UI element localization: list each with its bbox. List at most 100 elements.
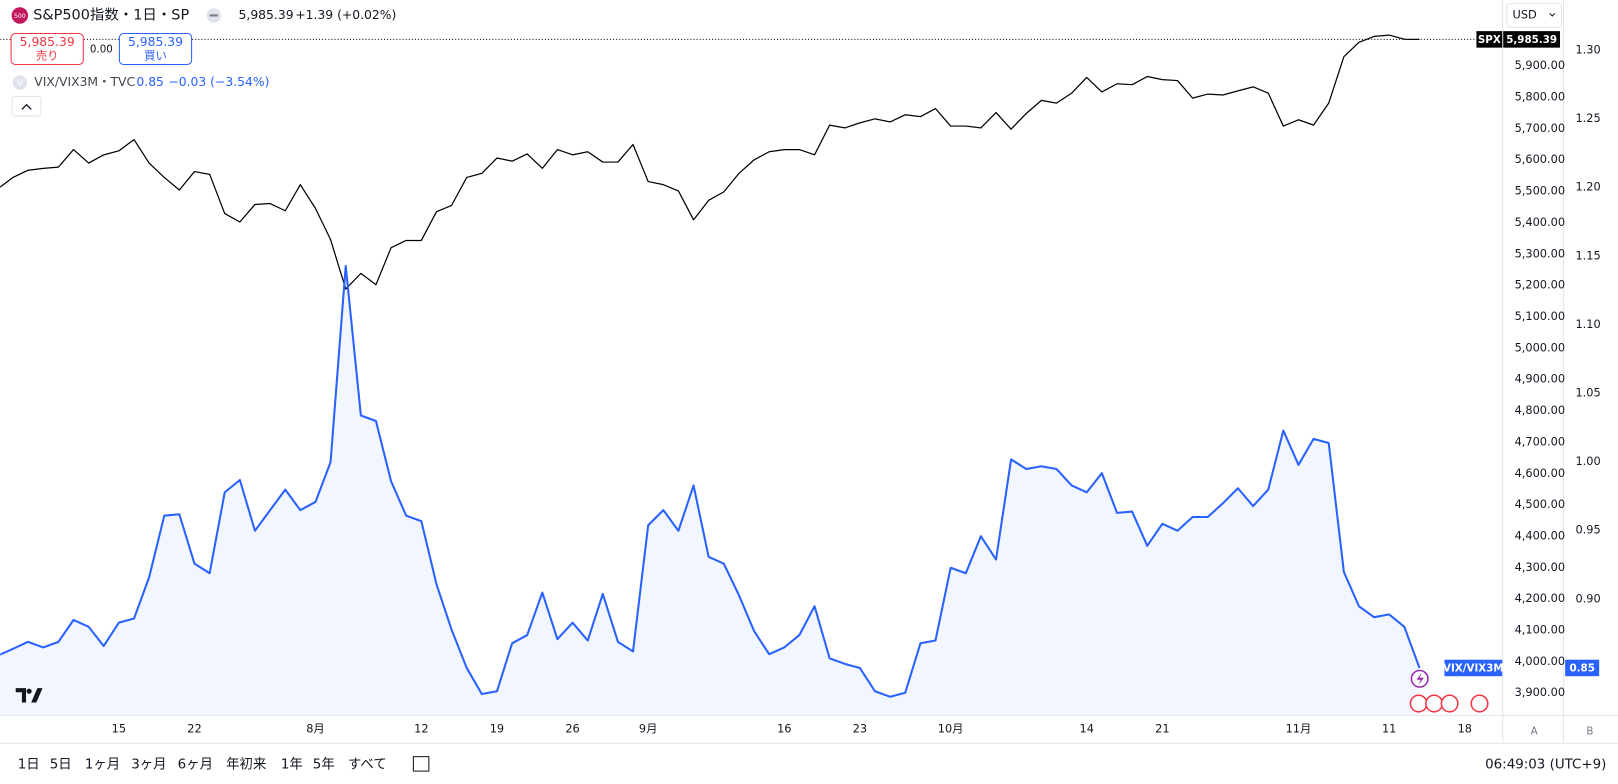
range-button[interactable]: 1年 [281,756,303,772]
y-tick-label: 5,300.00 [1515,246,1565,260]
y-tick-label: 4,500.00 [1515,497,1565,511]
x-tick-label: 19 [490,721,504,735]
study-change: −0.03 (−3.54%) [168,75,269,89]
y2-tick-label: 1.15 [1575,248,1600,262]
y-tick-label: 5,700.00 [1515,121,1565,135]
sell-label: 売り [36,49,59,63]
y-tick-label: 5,100.00 [1515,309,1565,323]
logo [15,688,43,703]
range-button[interactable]: 1日 [18,757,40,772]
x-tick-label: 18 [1458,721,1472,735]
scale-label[interactable]: A [1531,725,1538,737]
range-button[interactable]: 3ヶ月 [131,757,166,772]
x-tick-label: 9月 [639,721,658,735]
y-tick-label: 4,000.00 [1515,654,1565,668]
collapse-button[interactable] [11,95,42,117]
clock: 06:49:03 (UTC+9) [1485,757,1606,772]
plot [0,34,1503,715]
event-icon [1416,672,1424,685]
sell-price: 5,985.39 [20,35,75,49]
y2-tick-label: 1.10 [1575,317,1600,331]
collapse-icon [21,103,32,110]
y2-tick-label: 1.20 [1575,180,1600,194]
event-icon[interactable] [1409,694,1428,713]
currency: USD [1513,7,1537,21]
x-tick-label: 12 [414,721,428,735]
currency-chevron [1549,13,1556,17]
last-value: 0.85 [1569,662,1594,674]
series-tag [1476,31,1503,48]
series-tag [1444,659,1503,677]
buy-button[interactable] [118,33,193,65]
series-line [0,264,1421,698]
range-button[interactable]: 1ヶ月 [85,757,120,772]
sell-button[interactable] [10,33,84,65]
y2-tick-label: 0.90 [1575,591,1600,605]
y-tick-label: 4,300.00 [1515,560,1565,574]
y-tick-label: 5,000.00 [1515,340,1565,354]
buy-price: 5,985.39 [128,35,183,49]
y2-tick-label: 1.30 [1575,42,1600,56]
y-tick-label: 5,400.00 [1515,215,1565,229]
x-tick-label: 16 [777,721,791,735]
symbol-icon [11,7,29,24]
calendar-button[interactable] [412,756,430,772]
y-tick-label: 3,900.00 [1515,685,1565,699]
series-line [0,34,1420,290]
range-button[interactable]: 5日 [50,757,72,772]
price: 5,985.39 [239,8,294,22]
study-value: 0.85 [136,75,164,89]
x-tick-label: 14 [1080,721,1094,735]
x-tick-label: 22 [187,721,201,735]
buy-label: 買い [144,49,167,63]
y-tick-label: 4,200.00 [1515,591,1565,605]
symbol-title[interactable]: S&P500指数・1日・SP [33,6,189,23]
x-tick-label: 10月 [938,721,964,735]
study-icon-text: V [17,78,23,88]
study-title[interactable]: VIX/VIX3M・TVC [34,75,135,89]
y-tick-label: 4,600.00 [1515,466,1565,480]
last-value: 5,985.39 [1506,34,1557,46]
x-tick-label: 11 [1382,721,1396,735]
y-tick-label: 5,200.00 [1515,278,1565,292]
range-button[interactable]: 6ヶ月 [178,757,213,772]
range-button[interactable]: 5年 [313,756,335,772]
y-tick-label: 4,900.00 [1515,372,1565,386]
y2-tick-label: 1.05 [1575,386,1600,400]
y-tick-label: 5,500.00 [1515,184,1565,198]
area-fill [0,265,1420,715]
status-icon [209,14,218,17]
range-button[interactable]: すべて [348,756,387,772]
symbol-icon-text: 500 [14,13,26,20]
y-tick-label: 5,900.00 [1515,58,1565,72]
series-name: SPX [1478,34,1501,46]
study-icon [12,75,28,90]
price-change: +1.39 (+0.02%) [295,8,396,22]
y-tick-label: 4,700.00 [1515,434,1565,448]
x-tick-label: 21 [1155,721,1169,735]
y2-tick-label: 0.95 [1575,523,1600,537]
last-value-tag [1503,31,1560,48]
last-value-tag [1565,659,1600,677]
event-icon[interactable] [1440,694,1459,713]
toolbar: 1日 5日 1ヶ月 3ヶ月 6ヶ月 年初来 1年 5年 すべて [18,756,387,772]
x-tick-label: 23 [853,721,867,735]
currency-select[interactable] [1506,3,1563,28]
event-icon[interactable] [1425,694,1444,713]
y-tick-label: 5,800.00 [1515,90,1565,104]
range-button[interactable]: 年初来 [226,756,266,772]
event-icon[interactable] [1470,694,1489,713]
spread: 0.00 [90,44,113,56]
logo [26,688,32,694]
x-tick-label: 8月 [306,721,325,735]
y-tick-label: 5,600.00 [1515,152,1565,166]
y-tick-label: 4,800.00 [1515,403,1565,417]
y2-tick-label: 1.00 [1575,454,1600,468]
x-tick-label: 15 [112,721,126,735]
x-tick-label: 26 [565,721,579,735]
scale-label[interactable]: B [1586,725,1593,737]
event-icons [1409,694,1489,713]
